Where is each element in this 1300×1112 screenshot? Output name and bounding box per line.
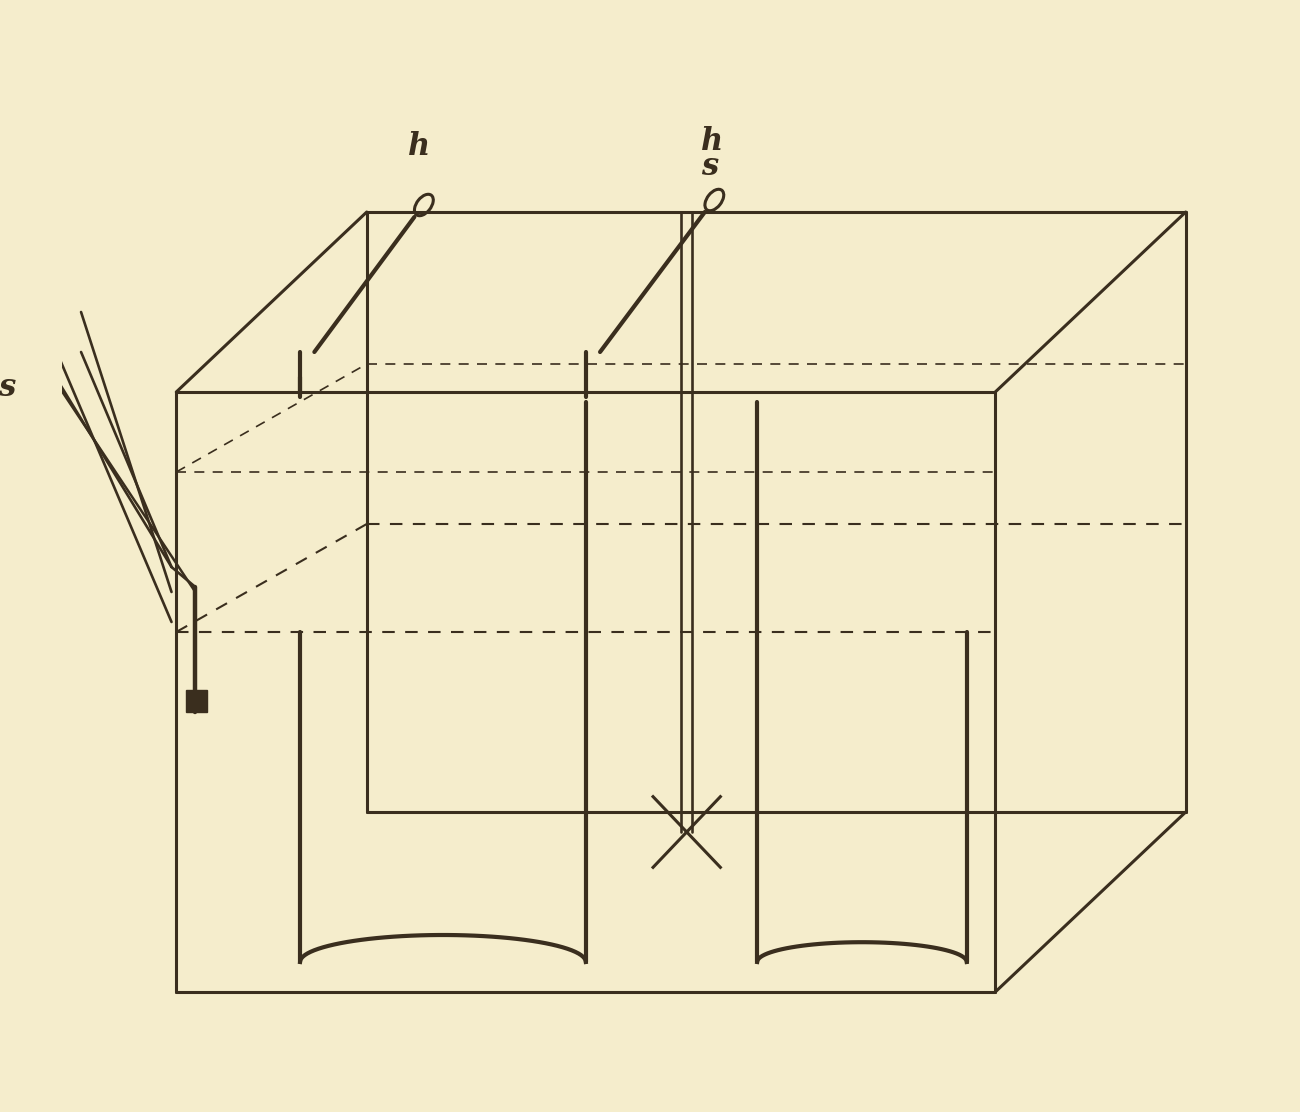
Text: h: h xyxy=(408,131,430,162)
Text: s: s xyxy=(701,151,718,182)
Text: ts: ts xyxy=(0,371,17,403)
FancyBboxPatch shape xyxy=(186,691,207,712)
Text: h: h xyxy=(702,126,724,157)
